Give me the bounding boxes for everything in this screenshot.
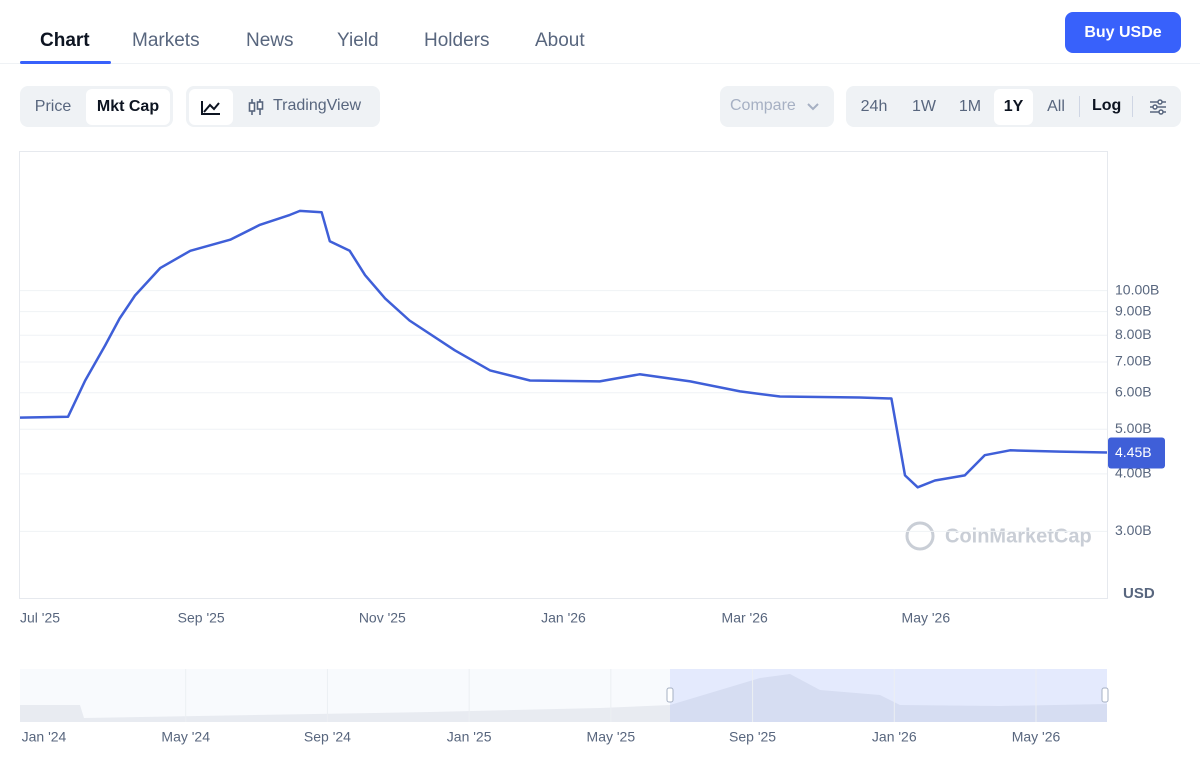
separator	[1132, 96, 1133, 117]
line-chart-button[interactable]	[189, 89, 233, 125]
metric-option[interactable]: Mkt Cap	[86, 89, 170, 125]
tab[interactable]: Chart	[40, 30, 90, 51]
tab[interactable]: About	[535, 30, 585, 51]
navigator-handle[interactable]	[666, 687, 674, 703]
y-tick-label: 10.00B	[1115, 281, 1159, 297]
settings-icon[interactable]	[1148, 97, 1168, 117]
y-tick-label: 7.00B	[1115, 353, 1152, 369]
range-option[interactable]: 1M	[958, 98, 982, 115]
x-tick-label: Mar '26	[722, 610, 768, 626]
tab[interactable]: Yield	[337, 30, 379, 51]
navigator-label: May '26	[1012, 729, 1061, 745]
tab[interactable]: Holders	[424, 30, 490, 51]
price-line	[19, 209, 1108, 489]
y-tick-label: 9.00B	[1115, 302, 1152, 318]
range-option[interactable]: 24h	[860, 98, 888, 115]
navigator-label: Jan '26	[872, 729, 917, 745]
icon-path	[1158, 109, 1164, 115]
candle-svg	[248, 99, 264, 115]
y-tick-label: 6.00B	[1115, 383, 1152, 399]
chevron	[807, 103, 819, 111]
current-value-label: 4.45B	[1115, 444, 1152, 460]
icon-path	[1157, 99, 1163, 105]
navigator-label: Jan '24	[22, 729, 67, 745]
log-toggle[interactable]: Log	[1092, 97, 1122, 114]
line-icon	[201, 101, 220, 115]
navigator-label: Sep '24	[304, 729, 351, 745]
current-value-box	[1108, 437, 1165, 469]
x-tick-label: Nov '25	[359, 610, 406, 626]
x-tick-label: May '26	[902, 610, 951, 626]
y-tick-label: 5.00B	[1115, 420, 1152, 436]
metric-option[interactable]: Price	[34, 98, 72, 115]
unit-label: USD	[1123, 585, 1155, 602]
divider	[0, 63, 1200, 64]
x-tick-label: Jul '25	[20, 610, 60, 626]
range-option[interactable]: All	[1047, 98, 1065, 115]
icon-path	[1152, 104, 1158, 110]
tab[interactable]: News	[246, 30, 294, 51]
navigator-label: May '25	[587, 729, 636, 745]
tab[interactable]: Markets	[132, 30, 200, 51]
icon-path	[256, 101, 264, 110]
candle-icon	[247, 97, 267, 122]
compare-label: Compare	[730, 97, 796, 114]
range-option[interactable]: 1W	[912, 98, 936, 115]
y-tick-label: 8.00B	[1115, 326, 1152, 342]
icon-path	[201, 101, 220, 115]
x-tick-label: Sep '25	[178, 610, 225, 626]
active-tab-underline	[20, 61, 111, 64]
range-option[interactable]: 1Y	[994, 89, 1033, 125]
plot-frame	[19, 151, 1108, 599]
tradingview-button[interactable]: TradingView	[273, 97, 362, 114]
navigator-handle[interactable]	[1101, 687, 1109, 703]
icon-path	[248, 102, 256, 112]
navigator-selection[interactable]	[670, 669, 1107, 722]
x-tick-label: Jan '26	[541, 610, 586, 626]
separator	[1079, 96, 1080, 117]
navigator-label: Sep '25	[729, 729, 776, 745]
watermark: CoinMarketCap	[945, 525, 1092, 547]
icon-path	[807, 103, 819, 111]
navigator-label: Jan '25	[447, 729, 492, 745]
y-tick-label: 3.00B	[1115, 522, 1152, 538]
y-tick-label: 4.00B	[1115, 465, 1152, 481]
navigator-area	[20, 674, 1107, 722]
buy-button[interactable]: Buy USDe	[1065, 12, 1181, 53]
navigator-label: May '24	[161, 729, 210, 745]
watermark-logo	[905, 521, 935, 551]
